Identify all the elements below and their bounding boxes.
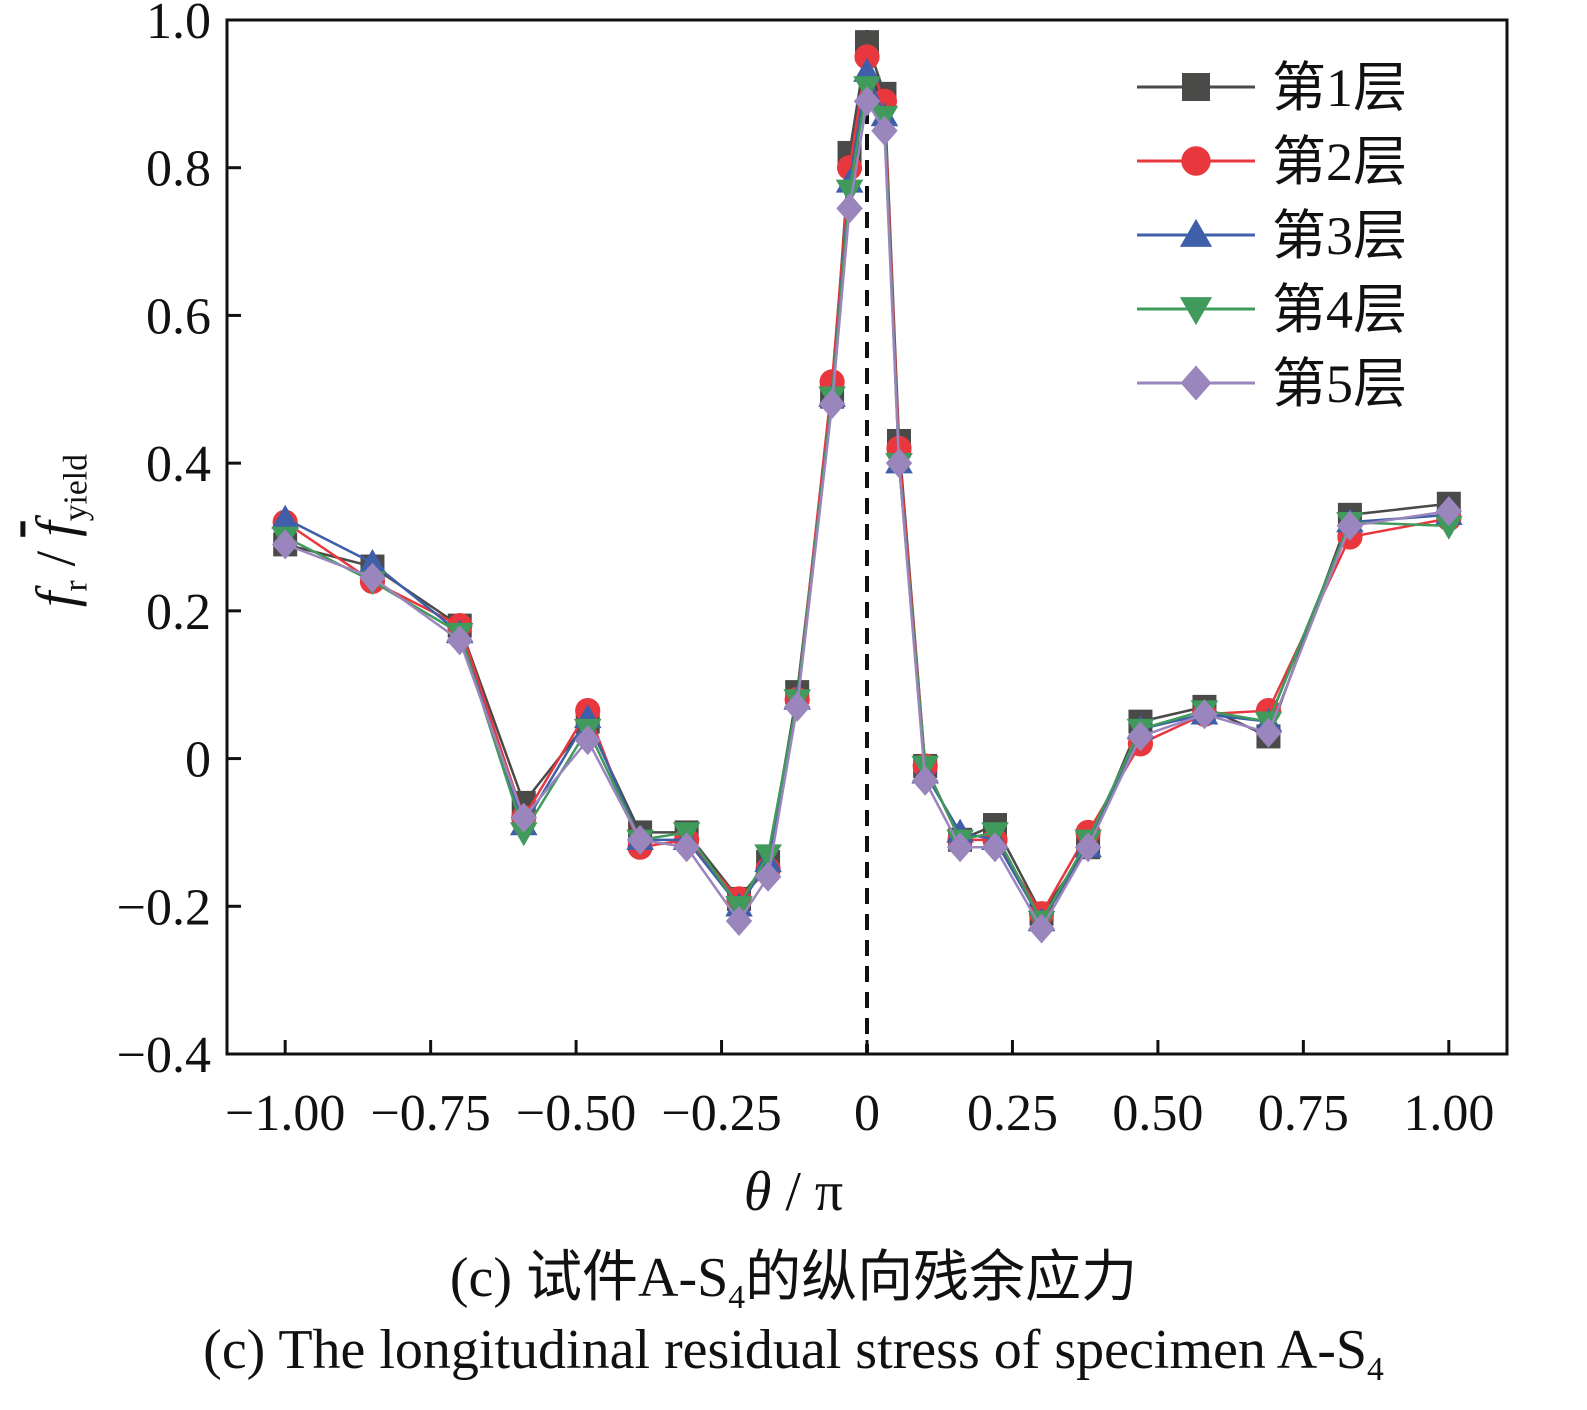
y-tick-label: 0	[185, 732, 211, 789]
data-point	[754, 844, 782, 869]
legend-marker	[1180, 365, 1212, 401]
data-point	[574, 725, 601, 756]
x-tick-label: 1.00	[1403, 1085, 1494, 1142]
data-point	[673, 832, 700, 863]
legend-item: 第5层	[1137, 354, 1407, 414]
data-point	[946, 832, 974, 863]
data-point	[754, 861, 782, 892]
caption-zh-suffix: 的纵向残余应力	[745, 1247, 1138, 1309]
y-tick-label: −0.2	[117, 879, 211, 936]
data-point	[1435, 496, 1463, 527]
x-axis-label-rest: / π	[771, 1161, 844, 1223]
caption-en-sub: 4	[1367, 1351, 1384, 1389]
legend-label: 第5层	[1272, 354, 1407, 414]
data-point	[271, 529, 299, 560]
data-point	[854, 44, 880, 70]
legend-marker	[1182, 73, 1210, 101]
y-axis-label-slash: /	[25, 536, 88, 581]
legend-marker	[1179, 218, 1213, 247]
y-tick-label: −0.4	[117, 1027, 211, 1084]
y-axis-label-r: r	[57, 580, 95, 592]
x-tick-label: −0.50	[516, 1085, 636, 1142]
data-point	[871, 115, 898, 146]
caption-chinese: (c) 试件A-S4的纵向残余应力	[0, 1232, 1587, 1317]
series-5	[271, 86, 1463, 944]
legend-label: 第2层	[1272, 132, 1407, 192]
data-point	[1255, 717, 1282, 748]
data-point	[510, 802, 537, 833]
data-point	[725, 906, 753, 937]
caption-en-prefix: (c) The longitudinal residual stress of …	[203, 1319, 1368, 1381]
y-axis-label-f: f	[25, 591, 88, 608]
data-point	[1028, 913, 1055, 944]
legend-label: 第4层	[1272, 280, 1407, 340]
x-tick-label: 0.75	[1258, 1085, 1349, 1142]
series-layer	[271, 30, 1463, 944]
y-tick-label: 0.4	[146, 436, 211, 493]
x-tick-label: 0	[854, 1085, 880, 1142]
y-axis-label: fr / fyield	[24, 401, 95, 661]
x-axis-label: θ / π	[0, 1160, 1587, 1224]
data-point	[1074, 832, 1102, 863]
y-tick-label: 1.0	[146, 0, 211, 50]
legend-item: 第4层	[1137, 280, 1407, 340]
data-point	[885, 448, 913, 479]
axis-ticks: −1.00 −0.75 −0.50 −0.25 0 0.25 0.50 0.75 1.00−0.…	[117, 0, 1495, 1142]
data-point	[853, 86, 881, 117]
x-tick-label: −0.25	[661, 1085, 781, 1142]
legend-item: 第2层	[1137, 132, 1407, 192]
x-tick-label: −1.00	[225, 1085, 345, 1142]
caption-zh-prefix: (c) 试件A-S	[449, 1247, 729, 1309]
data-point	[981, 832, 1009, 863]
data-point	[509, 822, 538, 847]
x-tick-label: 0.50	[1112, 1085, 1203, 1142]
y-axis-label-fbar: f	[25, 521, 88, 537]
data-point	[911, 765, 939, 796]
y-tick-label: 0.6	[146, 288, 211, 345]
data-point	[1336, 510, 1364, 541]
caption-zh-sub: 4	[728, 1279, 746, 1317]
x-tick-label: 0.25	[967, 1085, 1058, 1142]
data-point	[1191, 699, 1218, 730]
data-point	[818, 389, 846, 420]
legend-label: 第1层	[1272, 58, 1407, 118]
data-point	[836, 193, 863, 224]
x-tick-label: −0.75	[370, 1085, 490, 1142]
legend-marker	[1181, 146, 1211, 176]
data-point	[853, 57, 881, 82]
y-axis-label-yield: yield	[57, 454, 95, 522]
chart: −1.00 −0.75 −0.50 −0.25 0 0.25 0.50 0.75 1.00−0.…	[117, 0, 1509, 1142]
data-point	[626, 824, 654, 855]
caption-english: (c) The longitudinal residual stress of …	[0, 1318, 1587, 1389]
data-point	[359, 562, 386, 593]
data-point	[358, 549, 387, 574]
data-point	[1435, 515, 1463, 540]
data-point	[446, 625, 473, 656]
data-point	[783, 691, 811, 722]
legend-marker	[1179, 297, 1213, 326]
legend-label: 第3层	[1272, 206, 1407, 266]
data-point	[835, 179, 864, 204]
legend-item: 第3层	[1137, 206, 1407, 266]
legend-item: 第1层	[1137, 58, 1407, 118]
data-point	[271, 504, 299, 529]
data-point	[1127, 721, 1154, 752]
y-tick-label: 0.8	[146, 141, 211, 198]
x-axis-label-theta: θ	[743, 1161, 772, 1223]
y-tick-label: 0.2	[146, 584, 211, 641]
